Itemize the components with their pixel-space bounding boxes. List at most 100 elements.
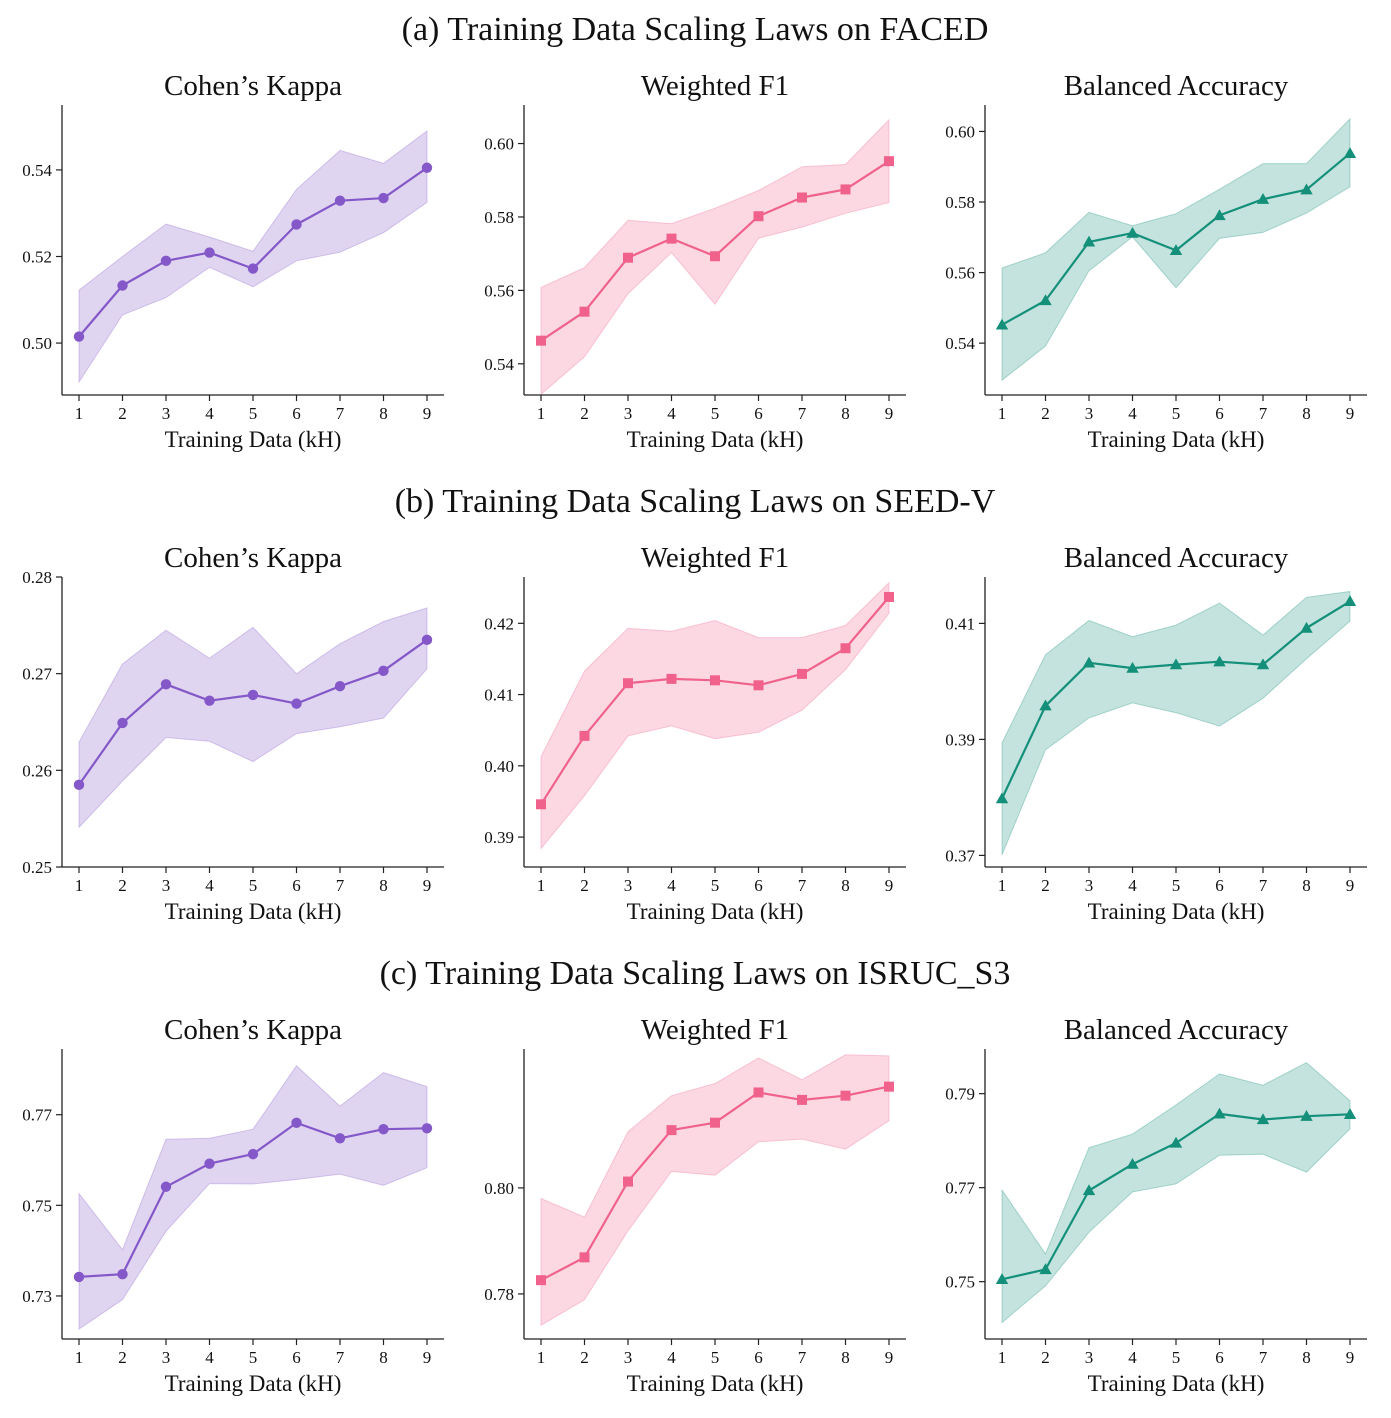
y-tick-label: 0.78 (484, 1285, 514, 1304)
x-tick-label: 4 (1128, 404, 1137, 423)
y-tick-label: 0.77 (22, 1106, 52, 1125)
y-tick-label: 0.75 (22, 1196, 52, 1215)
data-point (1343, 595, 1357, 607)
data-point (1300, 1110, 1313, 1121)
data-point (117, 717, 128, 729)
x-tick-label: 3 (624, 404, 633, 423)
confidence-band (78, 130, 428, 384)
y-tick-label: 0.58 (945, 193, 975, 212)
x-tick-label: 7 (798, 404, 807, 423)
data-point (1169, 1136, 1183, 1148)
data-point (884, 591, 894, 602)
panel-isruc-s3-kappa: Cohen’s Kappa 1 2 3 4 5 6 7 8 9 0.73 0.75 0.77 Traini… (22, 1014, 444, 1396)
x-tick-label: 5 (249, 876, 258, 895)
y-tick-label: 0.50 (22, 334, 52, 353)
x-tick-label: 7 (336, 876, 345, 895)
panel-isruc-s3-weighted-f1: Weighted F1 1 2 3 4 5 6 7 8 9 0.78 0.80 Training Dat… (484, 1014, 906, 1396)
data-point (117, 280, 128, 291)
data-point (840, 184, 851, 195)
y-tick-label: 0.73 (22, 1287, 52, 1306)
row-title-seed-v: (b) Training Data Scaling Laws on SEED-V (395, 483, 996, 520)
confidence-band (1001, 590, 1351, 855)
panel-seed-v-balanced-accuracy: Balanced Accuracy 1 2 3 4 5 6 7 8 9 0.37 0.39 0.41 Tr… (945, 542, 1367, 924)
data-point (623, 1176, 633, 1187)
x-tick-label: 6 (292, 404, 301, 423)
x-tick-label: 6 (1215, 876, 1224, 895)
x-tick-label: 7 (798, 1348, 807, 1367)
y-tick-label: 0.41 (945, 614, 975, 633)
y-tick-label: 0.75 (945, 1273, 975, 1292)
x-axis-label: Training Data (kH) (165, 427, 342, 452)
data-point (73, 331, 85, 342)
x-tick-label: 2 (580, 1348, 589, 1367)
y-tick-label: 0.39 (945, 730, 975, 749)
confidence-band (78, 1065, 428, 1330)
x-tick-label: 1 (75, 876, 84, 895)
data-point (710, 1117, 720, 1128)
data-point (710, 675, 720, 686)
subplot-title: Balanced Accuracy (1064, 542, 1289, 574)
x-tick-label: 3 (162, 1348, 171, 1367)
x-tick-label: 6 (292, 1348, 301, 1367)
data-point (1213, 1107, 1226, 1119)
x-tick-label: 9 (423, 1348, 432, 1367)
x-tick-label: 9 (885, 1348, 894, 1367)
data-point (1343, 147, 1357, 158)
data-point (1039, 1263, 1052, 1275)
x-tick-label: 4 (667, 1348, 676, 1367)
x-tick-label: 9 (1346, 1348, 1355, 1367)
x-axis-label: Training Data (kH) (627, 899, 804, 924)
x-tick-label: 9 (885, 876, 894, 895)
subplot-title: Balanced Accuracy (1064, 70, 1289, 102)
x-tick-label: 3 (1085, 404, 1094, 423)
data-point (1169, 658, 1183, 670)
row-title-faced: (a) Training Data Scaling Laws on FACED (402, 11, 989, 48)
data-point (1343, 1108, 1357, 1119)
y-tick-label: 0.41 (484, 686, 514, 705)
data-point (1082, 1184, 1096, 1196)
data-point (1082, 656, 1096, 668)
x-tick-label: 5 (711, 876, 720, 895)
subplot-title: Cohen’s Kappa (164, 1014, 342, 1046)
subplot-title: Cohen’s Kappa (164, 70, 342, 102)
panel-isruc-s3-balanced-accuracy: Balanced Accuracy 1 2 3 4 5 6 7 8 9 0.75 0.77 0.79 Tr… (945, 1014, 1367, 1396)
y-tick-label: 0.79 (945, 1085, 975, 1104)
data-point (995, 318, 1009, 330)
data-point (884, 156, 894, 167)
x-tick-label: 9 (1346, 404, 1355, 423)
panel-faced-balanced-accuracy: Balanced Accuracy 1 2 3 4 5 6 7 8 9 0.54 0.56 0.58 0.… (945, 70, 1367, 452)
x-tick-label: 1 (537, 876, 546, 895)
data-point (73, 1271, 85, 1283)
data-point (247, 689, 259, 701)
y-tick-label: 0.60 (484, 135, 514, 154)
data-point (753, 1087, 764, 1098)
y-tick-label: 0.56 (484, 281, 514, 300)
x-tick-label: 7 (336, 404, 345, 423)
data-point (536, 799, 546, 810)
data-point (334, 681, 346, 692)
y-tick-label: 0.37 (945, 846, 975, 865)
x-tick-label: 1 (537, 1348, 546, 1367)
data-point (291, 698, 302, 709)
data-point (204, 1158, 215, 1169)
data-point (1039, 699, 1052, 711)
data-point (421, 162, 433, 173)
data-point (710, 251, 720, 262)
x-tick-label: 8 (841, 1348, 850, 1367)
x-tick-label: 5 (249, 404, 258, 423)
x-tick-label: 9 (885, 404, 894, 423)
data-point (204, 247, 215, 258)
data-point (884, 1081, 894, 1092)
x-tick-label: 4 (1128, 1348, 1137, 1367)
data-point (666, 673, 677, 684)
x-tick-label: 4 (205, 1348, 214, 1367)
y-tick-label: 0.77 (945, 1179, 975, 1198)
y-tick-label: 0.54 (945, 334, 975, 353)
x-axis-label: Training Data (kH) (627, 427, 804, 452)
data-point (378, 665, 389, 676)
x-tick-label: 8 (379, 876, 388, 895)
x-tick-label: 2 (118, 404, 127, 423)
y-tick-label: 0.40 (484, 757, 514, 776)
data-point (579, 306, 590, 317)
subplot-title: Weighted F1 (641, 70, 789, 102)
